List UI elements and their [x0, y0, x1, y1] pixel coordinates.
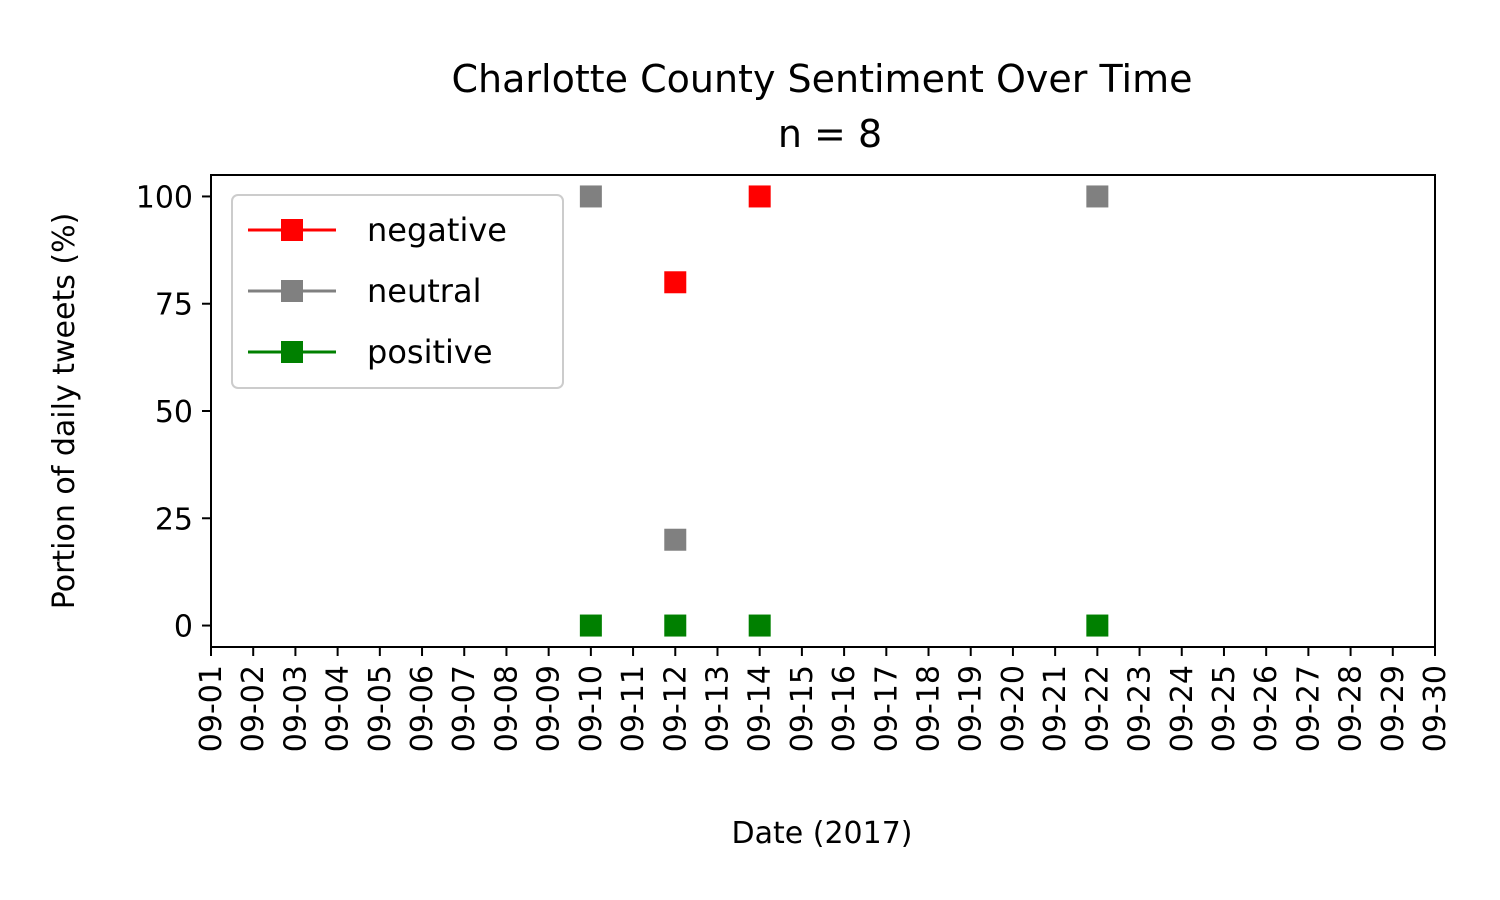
x-tick-label: 09-11	[616, 665, 651, 752]
y-axis-label: Portion of daily tweets (%)	[47, 213, 82, 610]
legend-label-positive: positive	[367, 333, 493, 371]
x-tick-label: 09-18	[912, 665, 947, 752]
x-tick-label: 09-21	[1038, 665, 1073, 752]
x-axis-label: Date (2017)	[732, 816, 913, 851]
x-tick-label: 09-27	[1291, 665, 1326, 752]
y-tick-label: 50	[155, 395, 193, 430]
x-axis-ticks: 09-01 09-02 09-03 09-04 09-05 09-06 09-07 09-08…	[194, 647, 1453, 752]
legend-label-negative: negative	[367, 211, 507, 249]
x-tick-label: 09-19	[954, 665, 989, 752]
chart-subtitle: n = 8	[778, 112, 882, 156]
x-tick-label: 09-07	[447, 665, 482, 752]
x-tick-label: 09-25	[1207, 665, 1242, 752]
positive-point	[748, 614, 771, 637]
x-tick-label: 09-28	[1334, 665, 1369, 752]
x-tick-label: 09-14	[743, 665, 778, 752]
y-tick-label: 25	[155, 502, 193, 537]
chart-title: Charlotte County Sentiment Over Time	[452, 57, 1193, 101]
x-tick-label: 09-23	[1123, 665, 1158, 752]
x-tick-label: 09-29	[1376, 665, 1411, 752]
x-tick-label: 09-06	[405, 665, 440, 752]
legend-marker-positive	[281, 341, 303, 363]
x-tick-label: 09-09	[532, 665, 567, 752]
x-tick-label: 09-03	[278, 665, 313, 752]
x-tick-label: 09-30	[1418, 665, 1453, 752]
positive-point	[579, 614, 602, 637]
y-tick-label: 0	[174, 610, 193, 645]
positive-point	[1086, 614, 1109, 637]
y-tick-label: 75	[155, 288, 193, 323]
negative-point	[748, 185, 771, 208]
neutral-point	[1086, 185, 1109, 208]
plot-frame	[210, 174, 1436, 648]
neutral-point	[664, 528, 687, 551]
neutral-point	[579, 185, 602, 208]
x-tick-label: 09-02	[236, 665, 271, 752]
x-tick-label: 09-12	[658, 665, 693, 752]
y-axis-ticks: 0 25 50 75 100	[136, 180, 211, 645]
x-tick-label: 09-17	[869, 665, 904, 752]
x-tick-label: 09-24	[1165, 665, 1200, 752]
x-tick-label: 09-15	[785, 665, 820, 752]
x-tick-label: 09-13	[700, 665, 735, 752]
positive-point	[664, 614, 687, 637]
x-tick-label: 09-05	[363, 665, 398, 752]
legend-marker-neutral	[281, 280, 303, 302]
legend: negative neutral positive	[231, 194, 564, 389]
x-tick-label: 09-22	[1080, 665, 1115, 752]
x-tick-label: 09-20	[996, 665, 1031, 752]
legend-label-neutral: neutral	[367, 272, 481, 310]
legend-box	[231, 194, 564, 389]
legend-marker-negative	[281, 219, 303, 241]
y-tick-label: 100	[136, 180, 193, 215]
data-points	[579, 185, 1109, 637]
x-tick-label: 09-01	[194, 665, 229, 752]
x-tick-label: 09-08	[489, 665, 524, 752]
negative-point	[664, 271, 687, 294]
x-tick-label: 09-10	[574, 665, 609, 752]
x-tick-label: 09-04	[321, 665, 356, 752]
x-tick-label: 09-26	[1249, 665, 1284, 752]
x-tick-label: 09-16	[827, 665, 862, 752]
